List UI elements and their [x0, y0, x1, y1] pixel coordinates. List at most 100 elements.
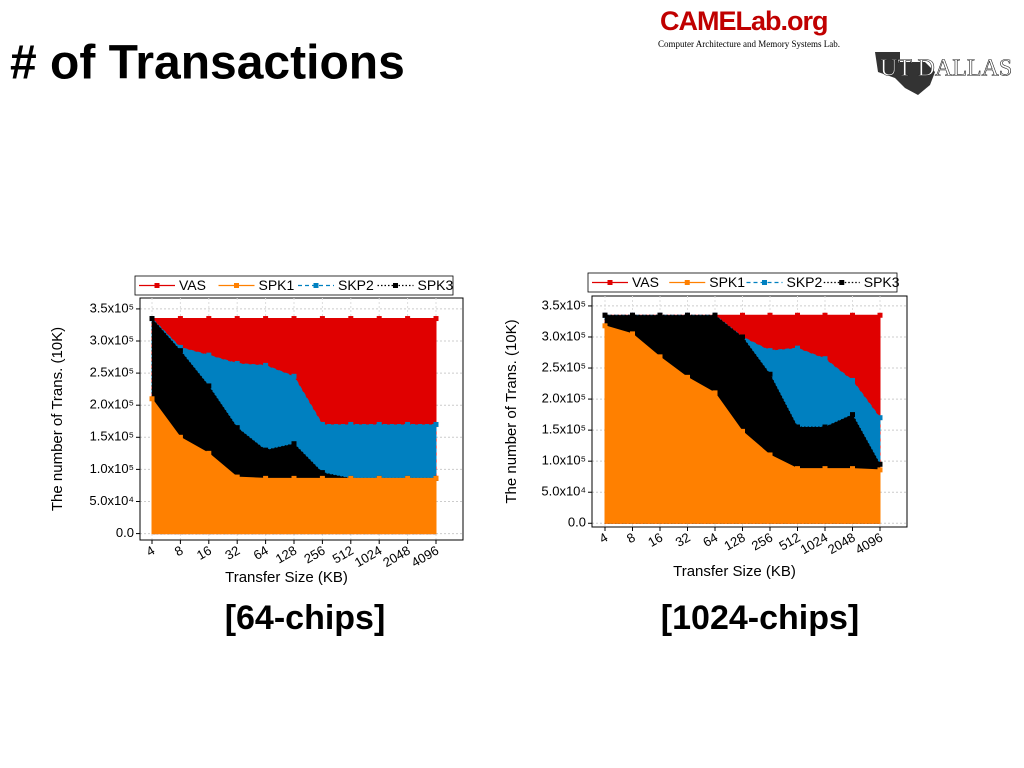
- marker: [850, 312, 855, 318]
- y-tick-label: 0.0: [116, 525, 134, 540]
- legend-label: SPK1: [259, 277, 295, 293]
- logo-shape: [875, 52, 935, 95]
- marker: [291, 475, 297, 481]
- marker: [657, 312, 663, 318]
- marker: [712, 390, 718, 396]
- y-tick-label: 3.5x10⁵: [90, 300, 134, 315]
- marker: [149, 316, 155, 322]
- x-tick-label: 64: [700, 530, 720, 550]
- x-tick-label: 256: [301, 543, 327, 567]
- marker: [291, 373, 297, 379]
- caption: [1024-chips]: [661, 599, 859, 637]
- marker: [602, 312, 608, 318]
- marker: [433, 475, 439, 481]
- area: [151, 397, 437, 535]
- y-tick-label: 2.5x10⁵: [542, 359, 586, 374]
- legend-label: SPK3: [864, 274, 900, 290]
- marker: [740, 312, 745, 318]
- y-axis-label: The number of Trans. (10K): [503, 319, 520, 503]
- y-tick-label: 1.5x10⁵: [542, 422, 586, 437]
- legend: [587, 272, 898, 293]
- marker: [177, 344, 183, 350]
- legend-marker: [839, 280, 845, 285]
- marker: [263, 316, 269, 322]
- x-axis-label: Transfer Size (KB): [673, 563, 796, 580]
- x-tick-label: 512: [776, 530, 802, 554]
- y-tick-label: 1.0x10⁵: [542, 453, 586, 468]
- marker: [405, 316, 411, 322]
- y-axis-label: The number of Trans. (10K): [49, 327, 66, 511]
- marker: [822, 424, 828, 430]
- legend-marker: [762, 280, 767, 285]
- marker: [149, 396, 155, 402]
- marker: [630, 331, 635, 337]
- marker: [263, 362, 269, 368]
- marker: [767, 348, 773, 354]
- marker: [263, 447, 269, 453]
- y-tick-label: 3.0x10⁵: [90, 332, 134, 347]
- x-tick-label: 128: [273, 543, 299, 567]
- y-tick-label: 2.5x10⁵: [90, 365, 134, 380]
- marker: [795, 424, 800, 430]
- marker: [850, 412, 855, 418]
- legend-label: SKP2: [787, 274, 823, 290]
- x-tick-label: 8: [624, 530, 638, 547]
- marker: [234, 360, 240, 366]
- marker: [767, 371, 773, 377]
- x-tick-label: 128: [721, 530, 747, 554]
- x-axis-label: Transfer Size (KB): [225, 569, 348, 586]
- marker: [850, 377, 855, 383]
- legend-label: SPK1: [709, 274, 745, 290]
- marker: [348, 316, 354, 322]
- y-tick-label: 2.0x10⁵: [542, 391, 586, 406]
- legend-label: SKP2: [338, 277, 374, 293]
- marker: [685, 374, 690, 380]
- x-tick-label: 4096: [853, 530, 886, 557]
- marker: [319, 475, 325, 481]
- marker: [850, 466, 855, 472]
- marker: [767, 312, 773, 318]
- y-tick-label: 1.5x10⁵: [90, 429, 134, 444]
- logo-subtitle: Computer Architecture and Memory Systems…: [658, 39, 840, 49]
- x-tick-label: 32: [673, 530, 693, 550]
- x-tick-label: 4: [143, 543, 157, 560]
- marker: [376, 316, 382, 322]
- x-tick-label: 2048: [380, 543, 413, 570]
- marker: [630, 312, 635, 318]
- marker: [376, 475, 382, 481]
- marker: [348, 475, 354, 481]
- x-tick-label: 4096: [409, 543, 442, 570]
- x-tick-label: 64: [251, 543, 271, 563]
- marker: [877, 415, 883, 421]
- marker: [795, 466, 800, 472]
- marker: [206, 352, 212, 358]
- legend-label: VAS: [632, 274, 659, 290]
- x-tick-label: 1024: [352, 543, 385, 570]
- marker: [767, 452, 773, 458]
- marker: [740, 334, 745, 340]
- marker: [177, 348, 183, 354]
- legend-label: SPK3: [418, 277, 454, 293]
- marker: [685, 312, 690, 318]
- marker: [822, 312, 828, 318]
- marker: [602, 323, 608, 329]
- y-tick-label: 3.5x10⁵: [542, 297, 586, 312]
- x-tick-label: 256: [749, 530, 775, 554]
- marker: [234, 474, 240, 480]
- legend-marker: [684, 280, 690, 285]
- legend-marker: [313, 283, 319, 288]
- marker: [319, 421, 325, 427]
- legend-marker: [154, 283, 160, 288]
- slide-title: # of Transactions: [10, 37, 405, 90]
- y-tick-label: 5.0x10⁴: [89, 493, 134, 508]
- x-tick-label: 16: [645, 530, 665, 550]
- marker: [657, 354, 663, 360]
- marker: [376, 421, 382, 427]
- y-tick-label: 0.0: [568, 515, 586, 530]
- caption: [64-chips]: [225, 599, 386, 637]
- marker: [234, 316, 240, 322]
- marker: [433, 421, 439, 427]
- marker: [877, 461, 883, 467]
- marker: [206, 450, 212, 456]
